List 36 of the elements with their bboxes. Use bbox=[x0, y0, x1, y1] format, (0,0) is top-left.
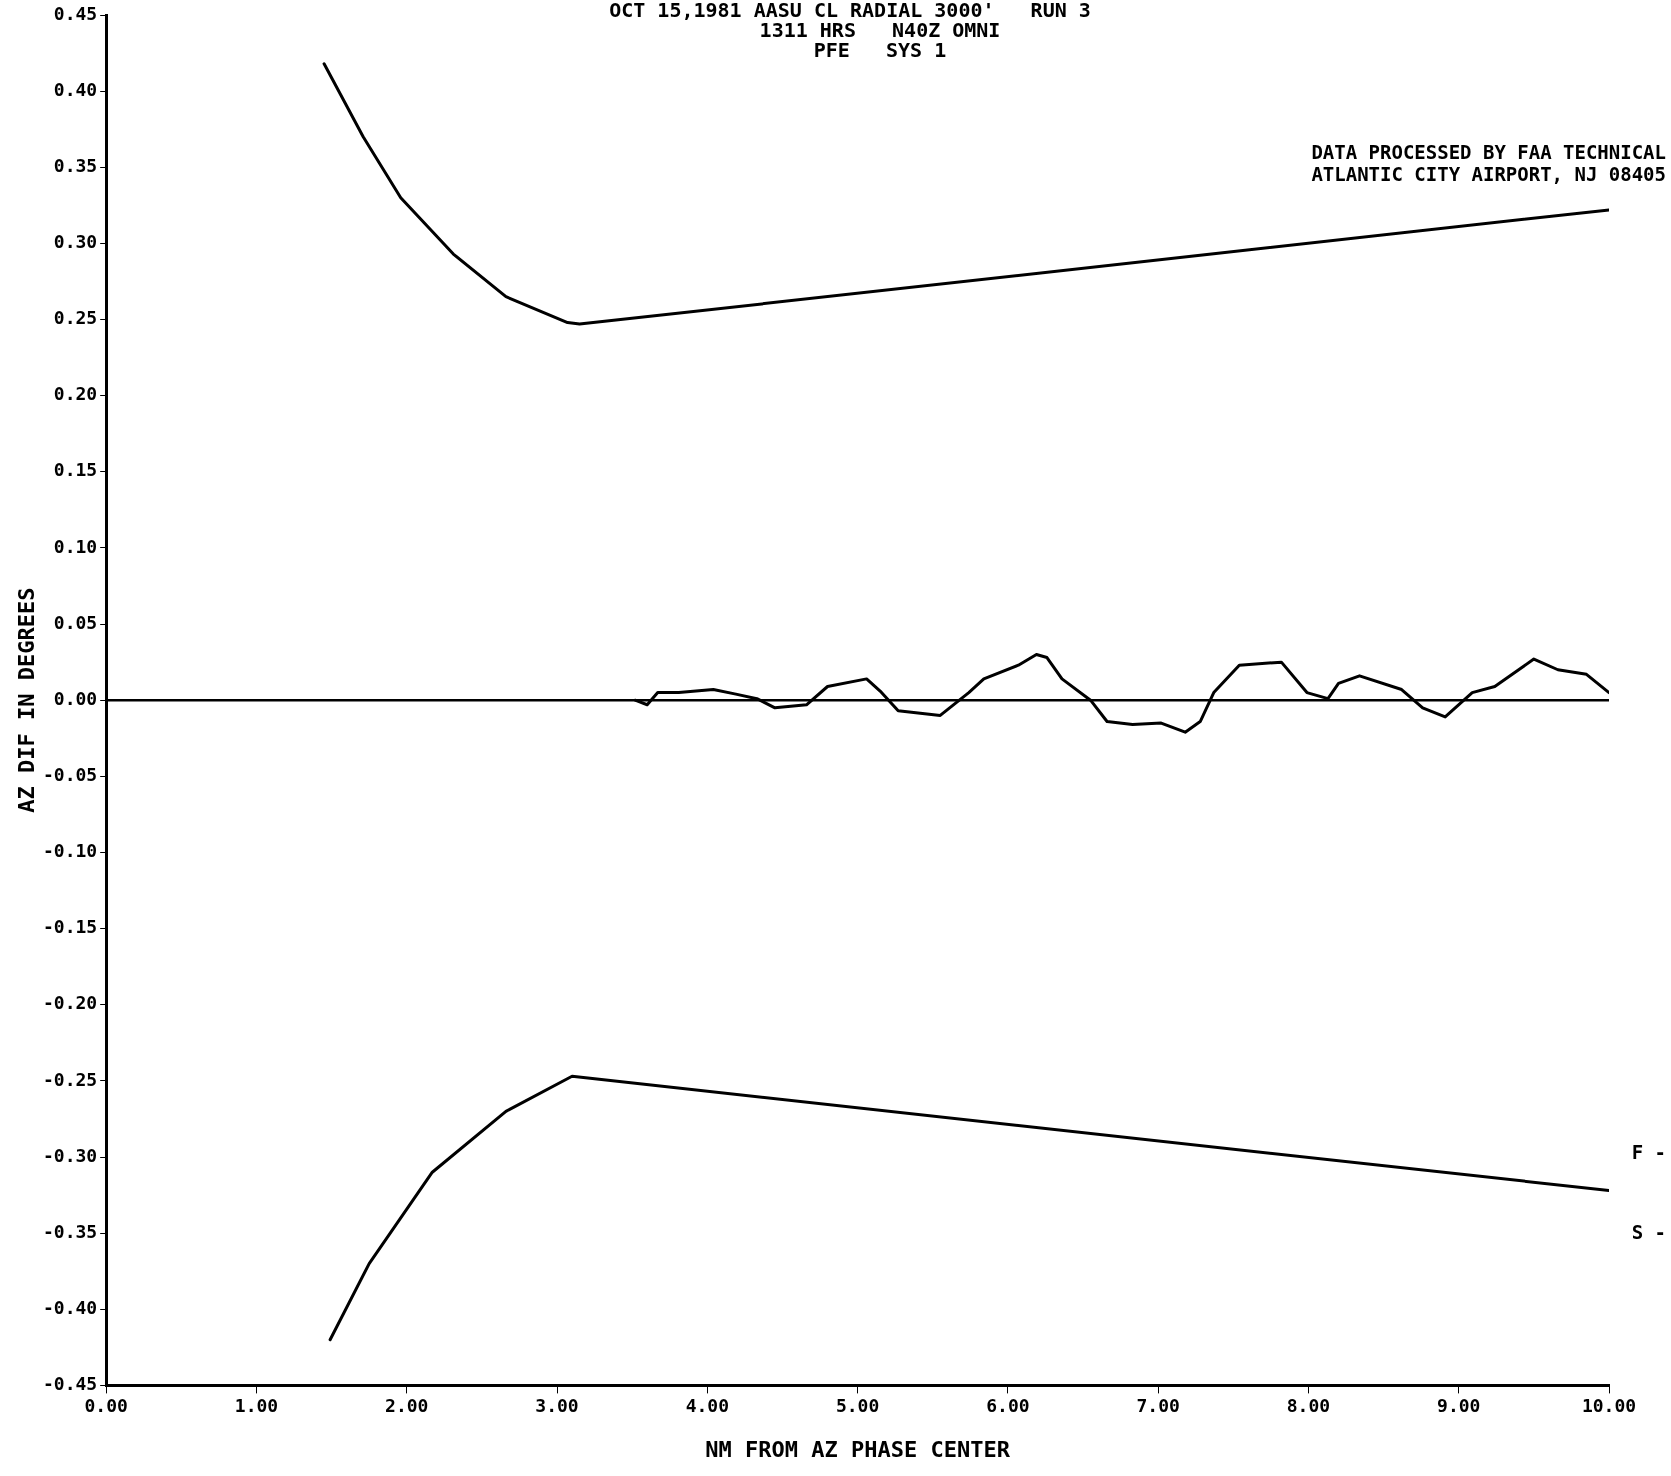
x-tick-label: 2.00 bbox=[385, 1394, 429, 1416]
annotation: DATA PROCESSED BY FAA TECHNICAL bbox=[1311, 141, 1666, 164]
y-tick-label: 0.05 bbox=[53, 611, 98, 633]
x-tick-label: 6.00 bbox=[986, 1394, 1030, 1416]
y-tick-label: -0.10 bbox=[43, 840, 98, 862]
y-tick-label: -0.40 bbox=[43, 1296, 98, 1318]
text: F - bbox=[1631, 1141, 1666, 1164]
y-tick-label: -0.35 bbox=[43, 1220, 98, 1242]
x-tick-label: 0.00 bbox=[84, 1394, 128, 1416]
y-tick-label: -0.20 bbox=[43, 992, 98, 1014]
x-tick-label: 3.00 bbox=[535, 1394, 579, 1416]
x-tick-label: 4.00 bbox=[685, 1394, 729, 1416]
y-tick-label: -0.30 bbox=[43, 1144, 98, 1166]
text: S - bbox=[1631, 1221, 1666, 1244]
x-tick-label: 10.00 bbox=[1581, 1394, 1637, 1416]
y-tick-label: 0.40 bbox=[53, 78, 98, 100]
y-tick-label: 0.45 bbox=[53, 2, 98, 24]
x-tick-label: 7.00 bbox=[1136, 1394, 1180, 1416]
y-tick-label: -0.05 bbox=[43, 764, 98, 786]
y-tick-label: 0.00 bbox=[53, 687, 98, 709]
x-tick-label: 5.00 bbox=[835, 1394, 880, 1416]
y-tick-label: -0.15 bbox=[43, 916, 98, 938]
y-tick-label: 0.10 bbox=[53, 535, 98, 557]
y-tick-label: 0.25 bbox=[53, 307, 98, 329]
annotation: ATLANTIC CITY AIRPORT, NJ 08405 bbox=[1311, 163, 1666, 186]
x-axis-title: NM FROM AZ PHASE CENTER bbox=[705, 1436, 1011, 1462]
y-tick-label: 0.15 bbox=[53, 459, 98, 481]
x-tick-label: 9.00 bbox=[1437, 1394, 1481, 1416]
y-axis-title: AZ DIF IN DEGREES bbox=[13, 587, 39, 813]
x-tick-label: 8.00 bbox=[1286, 1394, 1331, 1416]
y-tick-label: -0.25 bbox=[43, 1068, 98, 1090]
y-tick-label: 0.35 bbox=[53, 154, 98, 176]
x-tick-label: 1.00 bbox=[234, 1394, 279, 1416]
y-tick-label: 0.20 bbox=[53, 383, 98, 405]
y-tick-label: -0.45 bbox=[43, 1373, 98, 1395]
y-tick-label: 0.30 bbox=[53, 231, 98, 253]
